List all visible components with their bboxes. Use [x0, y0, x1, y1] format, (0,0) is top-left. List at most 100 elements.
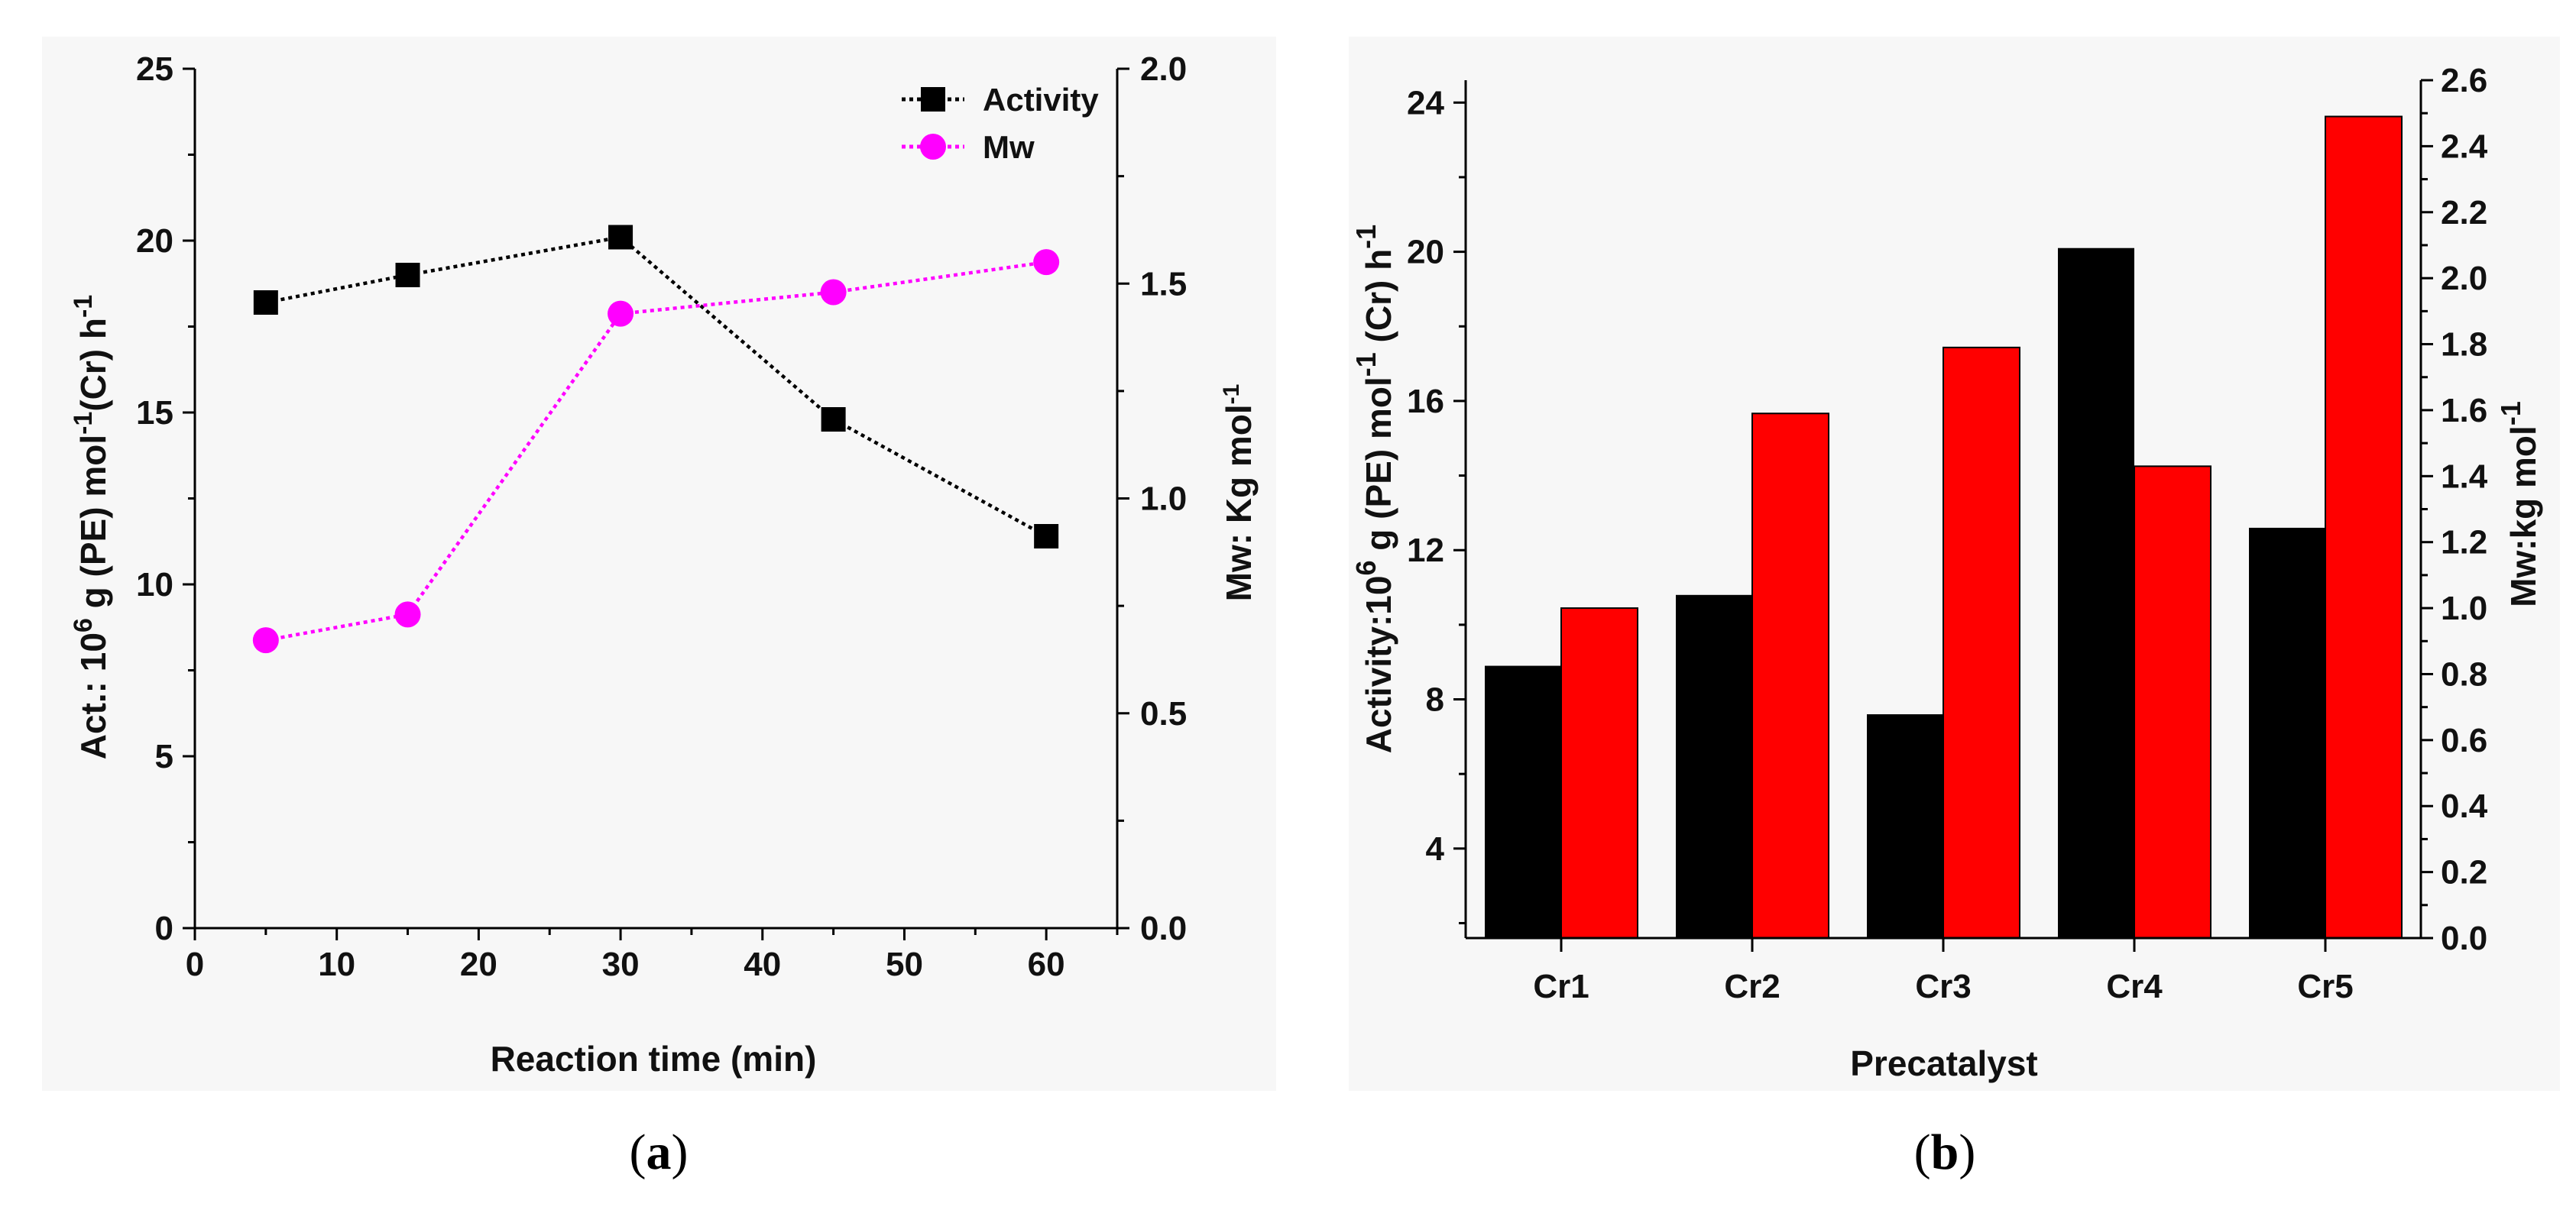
panel-b-y2label-prefix: Mw:kg mol [2503, 425, 2543, 607]
panel-a-y2-tick-label: 1.5 [1140, 265, 1187, 302]
panel-b-ylabel-mid: g (PE) mol [1359, 377, 1398, 560]
panel-b-y2-tick-label: 1.8 [2441, 326, 2487, 364]
panel-b-bar-mw [1943, 346, 2020, 940]
panel-a-legend: Activity Mw [902, 82, 1099, 165]
panel-a-y2-axis-label: Mw: Kg mol-1 [1219, 384, 1259, 602]
legend-activity-label: Activity [983, 82, 1099, 118]
panel-a-y-tick-label: 5 [155, 738, 173, 775]
panel-b-y2-tick-label: 0.6 [2441, 722, 2487, 759]
panel-a-y-tick-label: 25 [136, 50, 173, 88]
panel-b-bar-activity [1867, 714, 1943, 938]
panel-b-bar-chart: Cr1 Cr2 Cr3 Cr4 Cr5 4 8 12 16 20 24 0.0 0.2 0.4 0.6 0.8… [1349, 37, 2560, 1091]
panel-b-ticks: Cr1 Cr2 Cr3 Cr4 Cr5 4 8 12 16 20 24 0.0 0.2 0.4 0.6 0.8… [1407, 62, 2488, 1005]
panel-b-y-tick-label: 24 [1407, 84, 1444, 121]
panel-b-ylabel-sup2: -1 [1350, 352, 1382, 377]
panel-b-y2-tick-label: 1.6 [2441, 392, 2487, 429]
caption-b-letter: b [1931, 1124, 1959, 1180]
panel-a-y2-tick-label: 2.0 [1140, 50, 1187, 88]
panel-a-point-activity [395, 263, 420, 287]
panel-b-x-tick-label: Cr2 [1724, 968, 1780, 1005]
panel-b-y2-tick-label: 2.0 [2441, 260, 2487, 297]
panel-a-x-axis-label: Reaction time (min) [491, 1039, 817, 1079]
panel-a-point-mw [1033, 249, 1060, 276]
panel-b-x-axis-label: Precatalyst [1850, 1043, 2038, 1083]
panel-a-point-mw [820, 279, 847, 306]
panel-b-y2-tick-label: 1.2 [2441, 524, 2487, 561]
panel-a-y2-tick-label: 1.0 [1140, 480, 1187, 518]
panel-a-markers [252, 225, 1060, 654]
panel-b-ylabel-prefix: Activity:10 [1359, 576, 1398, 754]
panel-b-y2-tick-label: 2.4 [2441, 128, 2488, 165]
panel-a-y-tick-label: 20 [136, 222, 173, 260]
panel-b-y2-tick-label: 0.8 [2441, 655, 2487, 693]
panel-b-x-tick-label: Cr3 [1915, 968, 1971, 1005]
panel-a-ylabel-sup1: 6 [69, 618, 98, 632]
panel-b-y2-tick-label: 1.0 [2441, 590, 2487, 627]
panel-b-y2-tick-label: 1.4 [2441, 458, 2488, 495]
panel-b-x-tick-label: Cr1 [1533, 968, 1589, 1005]
panel-b-bar-activity [1676, 594, 1752, 938]
panel-a-point-activity [1034, 524, 1059, 548]
panel-b-y2-tick-label: 2.6 [2441, 62, 2487, 99]
panel-a-ylabel-sup2: -1 [69, 412, 98, 435]
panel-a-y-tick-label: 0 [155, 910, 173, 947]
caption-a-close: ) [672, 1124, 689, 1180]
panel-b-y-axis-label: Activity:106 g (PE) mol-1 (Cr) h-1 [1350, 225, 1398, 753]
panel-a-ylabel-prefix: Act.: 10 [73, 632, 113, 759]
panel-a-point-mw [608, 300, 634, 327]
panel-a-point-activity [608, 225, 633, 250]
panel-a-ylabel-mid: g (PE) mol [73, 435, 113, 618]
panel-b-y-tick-label: 16 [1407, 383, 1444, 420]
panel-b-y-tick-label: 12 [1407, 532, 1444, 569]
panel-b-y2-axis-label: Mw:kg mol-1 [2495, 401, 2543, 607]
panel-a-point-mw [394, 601, 421, 628]
legend-mw-label: Mw [983, 129, 1035, 165]
panel-b-bar-mw [1560, 607, 1638, 939]
panel-a-x-tick-label: 0 [186, 946, 204, 983]
panel-a-x-tick-label: 50 [886, 946, 923, 983]
caption-b-close: ) [1959, 1124, 1975, 1180]
panel-b-x-tick-label: Cr4 [2106, 968, 2163, 1005]
panel-b-bar-activity [2249, 527, 2325, 938]
panel-b-y2label-sup: -1 [2495, 401, 2526, 425]
panel-b-ylabel-sup3: -1 [1350, 225, 1382, 249]
panel-b-bar-mw [2325, 115, 2403, 939]
panel-b-ylabel-sup1: 6 [1350, 561, 1382, 576]
panel-a-x-tick-label: 40 [744, 946, 781, 983]
panel-b-y-tick-label: 8 [1426, 681, 1444, 719]
panel-b-y2-tick-label: 2.2 [2441, 194, 2487, 231]
panel-a-point-activity [821, 407, 846, 432]
panel-a-y2-tick-label: 0.0 [1140, 910, 1187, 947]
panel-b-ylabel-tail: (Cr) h [1359, 249, 1398, 352]
panel-a-y2-tick-label: 0.5 [1140, 695, 1187, 733]
panel-a-x-tick-label: 60 [1028, 946, 1065, 983]
panel-a-ylabel-sup3: -1 [69, 295, 98, 318]
panel-b-bar-activity [1485, 665, 1561, 938]
panel-a-ticks: 0 10 20 30 40 50 60 0 5 10 15 20 25 0.0 0.5 1.0 1.5 2.0 [136, 50, 1187, 983]
panel-a-y-tick-label: 15 [136, 394, 173, 432]
panel-b-y2-tick-label: 0.0 [2441, 920, 2487, 957]
caption-a: (a) [630, 1124, 689, 1180]
caption-b-open: ( [1914, 1124, 1931, 1180]
panel-b-bar-mw [1751, 412, 1829, 939]
panel-a-x-tick-label: 10 [318, 946, 355, 983]
panel-b-bar-mw [2134, 465, 2211, 939]
panel-a-y2label-sup: -1 [1219, 384, 1244, 405]
panel-a-background [42, 37, 1276, 1091]
caption-a-open: ( [630, 1124, 646, 1180]
panel-a-x-tick-label: 20 [460, 946, 497, 983]
panel-a-point-activity [253, 290, 278, 315]
legend-mw-circle-icon [920, 134, 946, 160]
panel-b-y-tick-label: 20 [1407, 234, 1444, 271]
caption-a-letter: a [646, 1124, 672, 1180]
panel-a-x-tick-label: 30 [602, 946, 640, 983]
panel-a-y-axis-label: Act.: 106 g (PE) mol-1(Cr) h-1 [69, 295, 113, 759]
panel-a-y-tick-label: 10 [136, 566, 173, 603]
panel-a-ylabel-tail: (Cr) h [73, 318, 113, 412]
panel-b-y2-tick-label: 0.2 [2441, 854, 2487, 891]
panel-b-bar-activity [2058, 247, 2134, 938]
caption-b: (b) [1914, 1124, 1976, 1180]
panel-b-x-tick-label: Cr5 [2297, 968, 2353, 1005]
panel-b-y2-tick-label: 0.4 [2441, 788, 2488, 825]
